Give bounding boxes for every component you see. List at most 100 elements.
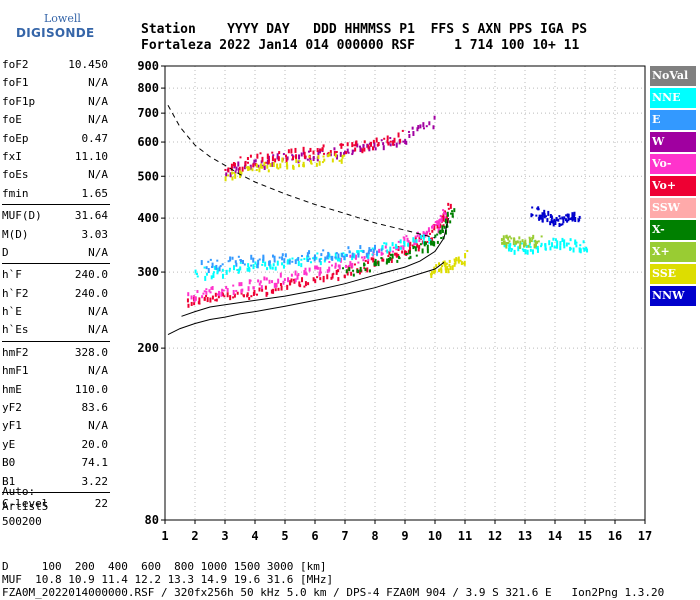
echo-mark xyxy=(419,233,422,238)
echo-mark xyxy=(304,267,307,271)
echo-mark xyxy=(563,216,566,220)
echo-mark xyxy=(209,291,212,294)
echo-mark xyxy=(327,251,330,257)
echo-mark xyxy=(346,142,349,147)
echo-mark xyxy=(258,282,261,286)
echo-mark xyxy=(242,294,245,298)
echo-mark xyxy=(193,297,196,303)
echo-mark xyxy=(186,298,189,303)
echo-mark xyxy=(337,264,340,268)
echo-mark xyxy=(197,301,200,305)
echo-mark xyxy=(224,176,227,182)
param-value: 74.1 xyxy=(81,456,109,470)
echo-mark xyxy=(363,140,366,144)
echo-mark xyxy=(415,254,418,257)
echo-mark xyxy=(273,255,276,260)
echo-mark xyxy=(262,256,265,262)
echo-mark xyxy=(342,267,345,270)
echo-mark xyxy=(570,217,573,221)
echo-mark xyxy=(234,173,237,179)
param-value: 31.64 xyxy=(74,209,108,223)
echo-mark xyxy=(204,275,207,281)
echo-mark xyxy=(193,295,196,298)
echo-mark xyxy=(261,263,264,266)
echo-mark xyxy=(363,263,366,266)
echo-mark xyxy=(367,144,370,150)
echo-mark xyxy=(505,243,508,249)
echo-mark xyxy=(298,281,301,287)
echo-mark xyxy=(358,269,361,275)
echo-mark xyxy=(428,241,431,244)
echo-mark xyxy=(290,148,293,154)
echo-mark xyxy=(315,265,318,270)
echo-mark xyxy=(225,285,228,289)
echo-mark xyxy=(307,150,310,153)
param-name: foEp xyxy=(2,131,29,145)
echo-mark xyxy=(415,239,418,244)
echo-mark xyxy=(554,221,557,226)
echo-mark xyxy=(412,240,415,243)
echo-mark xyxy=(196,275,199,278)
x-tick-label: 11 xyxy=(458,529,472,543)
echo-mark xyxy=(220,291,223,297)
echo-mark xyxy=(547,210,550,216)
echo-mark xyxy=(248,266,251,271)
echo-mark xyxy=(440,217,443,223)
echo-mark xyxy=(288,261,291,265)
echo-mark xyxy=(236,269,239,272)
echo-mark xyxy=(450,212,453,215)
echo-mark xyxy=(340,158,343,164)
echo-mark xyxy=(346,271,349,276)
echo-mark xyxy=(261,165,264,169)
echo-mark xyxy=(463,260,466,266)
echo-mark xyxy=(263,161,266,166)
echo-mark xyxy=(375,137,378,143)
echo-mark xyxy=(466,249,469,252)
echo-mark xyxy=(389,256,392,261)
echo-mark xyxy=(573,211,576,216)
echo-mark xyxy=(343,154,346,157)
echo-mark xyxy=(388,251,391,256)
echo-mark xyxy=(460,261,463,266)
echo-mark xyxy=(371,247,374,250)
param-row: C-level 22 xyxy=(2,495,110,513)
echo-mark xyxy=(281,262,284,266)
echo-mark xyxy=(306,255,309,261)
echo-mark xyxy=(442,209,445,212)
legend-item-nne: NNE xyxy=(650,88,696,108)
echo-mark xyxy=(449,220,452,224)
param-value: 1.65 xyxy=(81,186,109,200)
echo-mark xyxy=(440,267,443,271)
param-row: hmF1 N/A xyxy=(2,362,110,380)
echo-mark xyxy=(212,271,215,274)
param-row: yE 20.0 xyxy=(2,436,110,454)
echo-mark xyxy=(198,297,201,303)
echo-mark xyxy=(310,162,313,165)
echo-mark xyxy=(312,150,315,155)
echo-mark xyxy=(206,297,209,303)
echo-mark xyxy=(556,240,559,246)
x-tick-label: 16 xyxy=(608,529,622,543)
echo-mark xyxy=(237,271,240,274)
echo-mark xyxy=(339,151,342,157)
echo-mark xyxy=(247,166,250,172)
echo-mark xyxy=(393,137,396,143)
echo-mark xyxy=(342,252,345,255)
echo-mark xyxy=(453,262,456,267)
echo-mark xyxy=(444,229,447,235)
echo-mark xyxy=(526,249,529,255)
echo-mark xyxy=(303,270,306,276)
echo-mark xyxy=(380,139,383,142)
echo-mark xyxy=(354,147,357,152)
echo-mark xyxy=(559,245,562,251)
echo-mark xyxy=(431,237,434,242)
echo-mark xyxy=(513,243,516,247)
echo-mark xyxy=(284,253,287,258)
echo-mark xyxy=(416,231,419,234)
echo-mark xyxy=(555,216,558,221)
echo-mark xyxy=(367,257,370,262)
echo-mark xyxy=(300,263,303,268)
echo-mark xyxy=(356,143,359,148)
echo-mark xyxy=(447,268,450,274)
echo-mark xyxy=(312,157,315,162)
